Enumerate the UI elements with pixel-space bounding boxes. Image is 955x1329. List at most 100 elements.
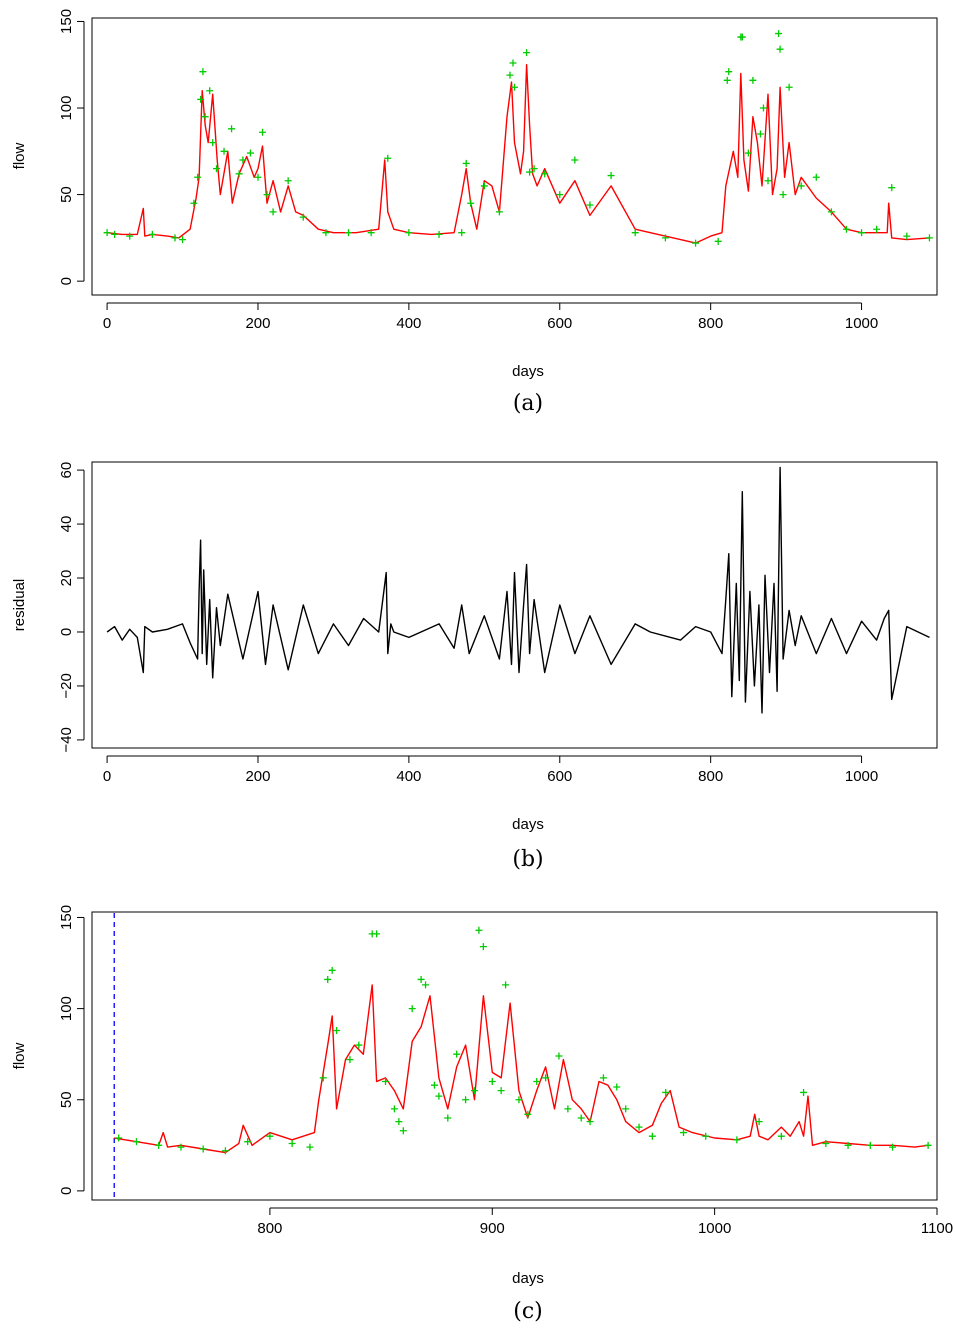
plot-area-b — [106, 466, 930, 714]
x-axis-label-b: days — [512, 816, 544, 833]
x-tick-label-a: 800 — [698, 315, 723, 332]
data-point-c — [622, 1105, 630, 1113]
data-point-a — [779, 191, 787, 199]
data-point-c — [430, 1081, 438, 1089]
series-points-a-1 — [103, 30, 933, 247]
data-point-a — [842, 225, 850, 233]
x-tick-label-b: 1000 — [845, 768, 878, 785]
y-axis-label-b: residual — [11, 579, 28, 632]
data-point-c — [648, 1132, 656, 1140]
x-axis-label-a: days — [512, 363, 544, 380]
data-point-a — [405, 229, 413, 237]
data-point-c — [390, 1105, 398, 1113]
data-point-a — [367, 229, 375, 237]
x-tick-label-a: 1000 — [845, 315, 878, 332]
y-tick-label-b: 20 — [58, 570, 75, 587]
data-point-c — [800, 1088, 808, 1096]
data-point-a — [148, 230, 156, 238]
panel-c: days flow (c) 800 900 1000 1100 0 50 100 150 — [11, 905, 953, 1324]
data-point-a — [756, 130, 764, 138]
data-point-c — [470, 1087, 478, 1095]
data-point-c — [266, 1132, 274, 1140]
series-line-b-0 — [106, 466, 930, 714]
plot-frame-c — [91, 911, 938, 1201]
x-tick-label-a: 200 — [245, 315, 270, 332]
data-point-a — [254, 173, 262, 181]
data-point-a — [511, 83, 518, 91]
data-point-c — [333, 1026, 341, 1034]
data-point-a — [206, 87, 214, 95]
data-point-c — [889, 1143, 897, 1151]
data-point-c — [306, 1143, 314, 1151]
data-point-a — [607, 172, 615, 180]
data-point-a — [571, 156, 579, 164]
data-point-c — [822, 1139, 830, 1147]
y-tick-label-a: 100 — [58, 96, 75, 121]
data-point-c — [328, 966, 336, 974]
data-point-a — [220, 147, 228, 155]
data-point-c — [422, 981, 430, 989]
data-point-c — [488, 1078, 496, 1086]
data-point-a — [738, 33, 746, 41]
data-point-a — [631, 229, 639, 237]
data-point-a — [888, 184, 896, 192]
data-point-c — [408, 1005, 416, 1013]
data-point-a — [322, 229, 330, 237]
data-point-c — [524, 1110, 532, 1118]
plot-area-a — [103, 30, 933, 247]
plot-frame-a — [91, 17, 938, 296]
data-point-a — [246, 149, 254, 157]
data-point-c — [244, 1138, 252, 1146]
data-point-c — [324, 975, 332, 983]
y-tick-label-c: 50 — [58, 1091, 75, 1108]
data-point-a — [530, 165, 538, 173]
data-point-a — [714, 237, 722, 245]
data-point-a — [776, 45, 784, 53]
data-point-a — [179, 236, 187, 244]
data-point-a — [661, 234, 669, 242]
panel-b: days residual (b) 0 200 400 600 800 1000−40−2… — [11, 461, 938, 872]
y-axis-c: 0 50 100 150 — [58, 905, 85, 1195]
data-point-c — [444, 1114, 452, 1122]
data-point-c — [577, 1114, 585, 1122]
x-tick-label-c: 900 — [480, 1220, 505, 1237]
data-point-a — [103, 229, 111, 237]
data-point-a — [201, 113, 209, 121]
panel-a: days flow (a) 0 200 400 600 800 1000 0 50 100 150 — [11, 9, 938, 416]
data-point-c — [453, 1050, 461, 1058]
series-points-c-1 — [115, 926, 932, 1155]
data-point-c — [382, 1078, 390, 1086]
data-point-a — [209, 139, 217, 147]
data-point-a — [541, 170, 549, 178]
data-point-a — [725, 68, 733, 76]
data-point-c — [502, 981, 510, 989]
y-tick-label-a: 0 — [58, 277, 75, 285]
data-point-c — [462, 1096, 470, 1104]
data-point-c — [515, 1096, 523, 1104]
data-point-a — [523, 49, 531, 57]
data-point-a — [827, 208, 835, 216]
data-point-a — [723, 76, 731, 84]
y-tick-label-c: 0 — [58, 1187, 75, 1195]
x-tick-label-b: 200 — [245, 768, 270, 785]
y-tick-label-b: 40 — [58, 516, 75, 533]
data-point-c — [755, 1118, 763, 1126]
data-point-a — [764, 177, 772, 185]
data-point-a — [480, 182, 488, 190]
x-tick-label-a: 600 — [547, 315, 572, 332]
data-point-c — [199, 1145, 207, 1153]
data-point-c — [635, 1123, 643, 1131]
data-point-c — [702, 1132, 710, 1140]
data-point-a — [269, 208, 277, 216]
x-tick-label-c: 1000 — [698, 1220, 731, 1237]
data-point-c — [435, 1092, 443, 1100]
data-point-a — [858, 229, 866, 237]
data-point-a — [228, 125, 236, 133]
data-point-c — [586, 1118, 594, 1126]
y-tick-label-a: 50 — [58, 186, 75, 203]
plot-frame-b — [91, 461, 938, 749]
data-point-a — [197, 95, 205, 103]
series-line-c-0 — [114, 984, 929, 1154]
data-point-a — [925, 234, 933, 242]
data-point-c — [177, 1143, 185, 1151]
